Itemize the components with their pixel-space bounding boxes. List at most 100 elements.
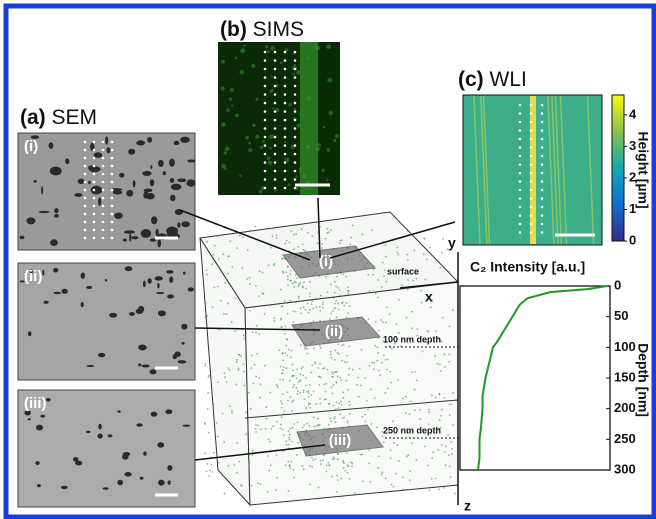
point (325, 470, 327, 472)
marker-dot (519, 180, 522, 183)
marker-dot (294, 144, 297, 147)
marker-dot (530, 214, 533, 217)
marker-dot (541, 155, 544, 158)
point (311, 303, 313, 305)
particle (54, 214, 59, 218)
marker-dot (284, 161, 287, 164)
plane-label: (iii) (329, 432, 352, 449)
particle (138, 346, 144, 348)
point (383, 441, 385, 443)
point (309, 309, 311, 311)
point (405, 412, 407, 414)
particle (177, 178, 186, 182)
point (435, 478, 437, 480)
point (303, 398, 305, 400)
point (319, 310, 321, 312)
point (340, 400, 342, 402)
point (336, 276, 338, 278)
signal (295, 175, 298, 178)
point (293, 310, 295, 312)
point (239, 235, 241, 237)
point (299, 380, 301, 382)
point (217, 286, 219, 288)
marker-dot (111, 149, 114, 152)
profile-title: C₂ Intensity [a.u.] (470, 259, 585, 275)
point (223, 441, 225, 443)
point (451, 403, 453, 405)
point (276, 237, 278, 239)
point (306, 353, 308, 355)
point (375, 321, 377, 323)
point (236, 247, 238, 249)
point (243, 334, 245, 336)
point (223, 372, 225, 374)
point (293, 248, 295, 250)
particle (53, 292, 61, 295)
point (314, 458, 316, 460)
point (318, 487, 320, 489)
signal (327, 78, 332, 83)
point (330, 312, 332, 314)
particle (150, 369, 157, 374)
point (317, 242, 319, 244)
point (437, 363, 439, 365)
point (402, 398, 404, 400)
marker-dot (274, 59, 277, 62)
signal (248, 148, 252, 152)
point (332, 405, 334, 407)
point (391, 484, 393, 486)
point (377, 279, 379, 281)
point (429, 247, 431, 249)
point (378, 329, 380, 331)
point (216, 422, 218, 424)
point (371, 229, 373, 231)
point (284, 352, 286, 354)
colorbar (612, 95, 624, 241)
signal (287, 183, 290, 186)
particle (119, 173, 124, 178)
particle (170, 195, 176, 201)
point (383, 354, 385, 356)
point (411, 371, 413, 373)
point (256, 325, 258, 327)
marker-dot (530, 223, 533, 226)
point (349, 404, 351, 406)
signal (255, 135, 259, 139)
point (412, 280, 414, 282)
point (222, 253, 224, 255)
particle (105, 279, 107, 281)
point (296, 377, 298, 379)
marker-dot (284, 93, 287, 96)
particle (151, 216, 157, 224)
marker-dot (294, 93, 297, 96)
marker-dot (519, 172, 522, 175)
marker-dot (284, 68, 287, 71)
point (333, 384, 335, 386)
point (316, 425, 318, 427)
signal (269, 134, 274, 139)
particle (158, 160, 164, 167)
point (321, 243, 323, 245)
point (348, 290, 350, 292)
point (329, 417, 331, 419)
point (212, 306, 214, 308)
signal (262, 140, 265, 143)
marker-dot (84, 189, 87, 192)
point (303, 249, 305, 251)
point (313, 416, 315, 418)
point (348, 374, 350, 376)
point (313, 347, 315, 349)
point (448, 403, 450, 405)
point (287, 400, 289, 402)
point (348, 368, 350, 370)
point (320, 347, 322, 349)
point (305, 385, 307, 387)
particle (78, 179, 85, 184)
point (305, 377, 307, 379)
point (339, 377, 341, 379)
point (451, 448, 453, 450)
marker-dot (274, 76, 277, 79)
point (448, 271, 450, 273)
point (311, 364, 313, 366)
marker-dot (284, 76, 287, 79)
